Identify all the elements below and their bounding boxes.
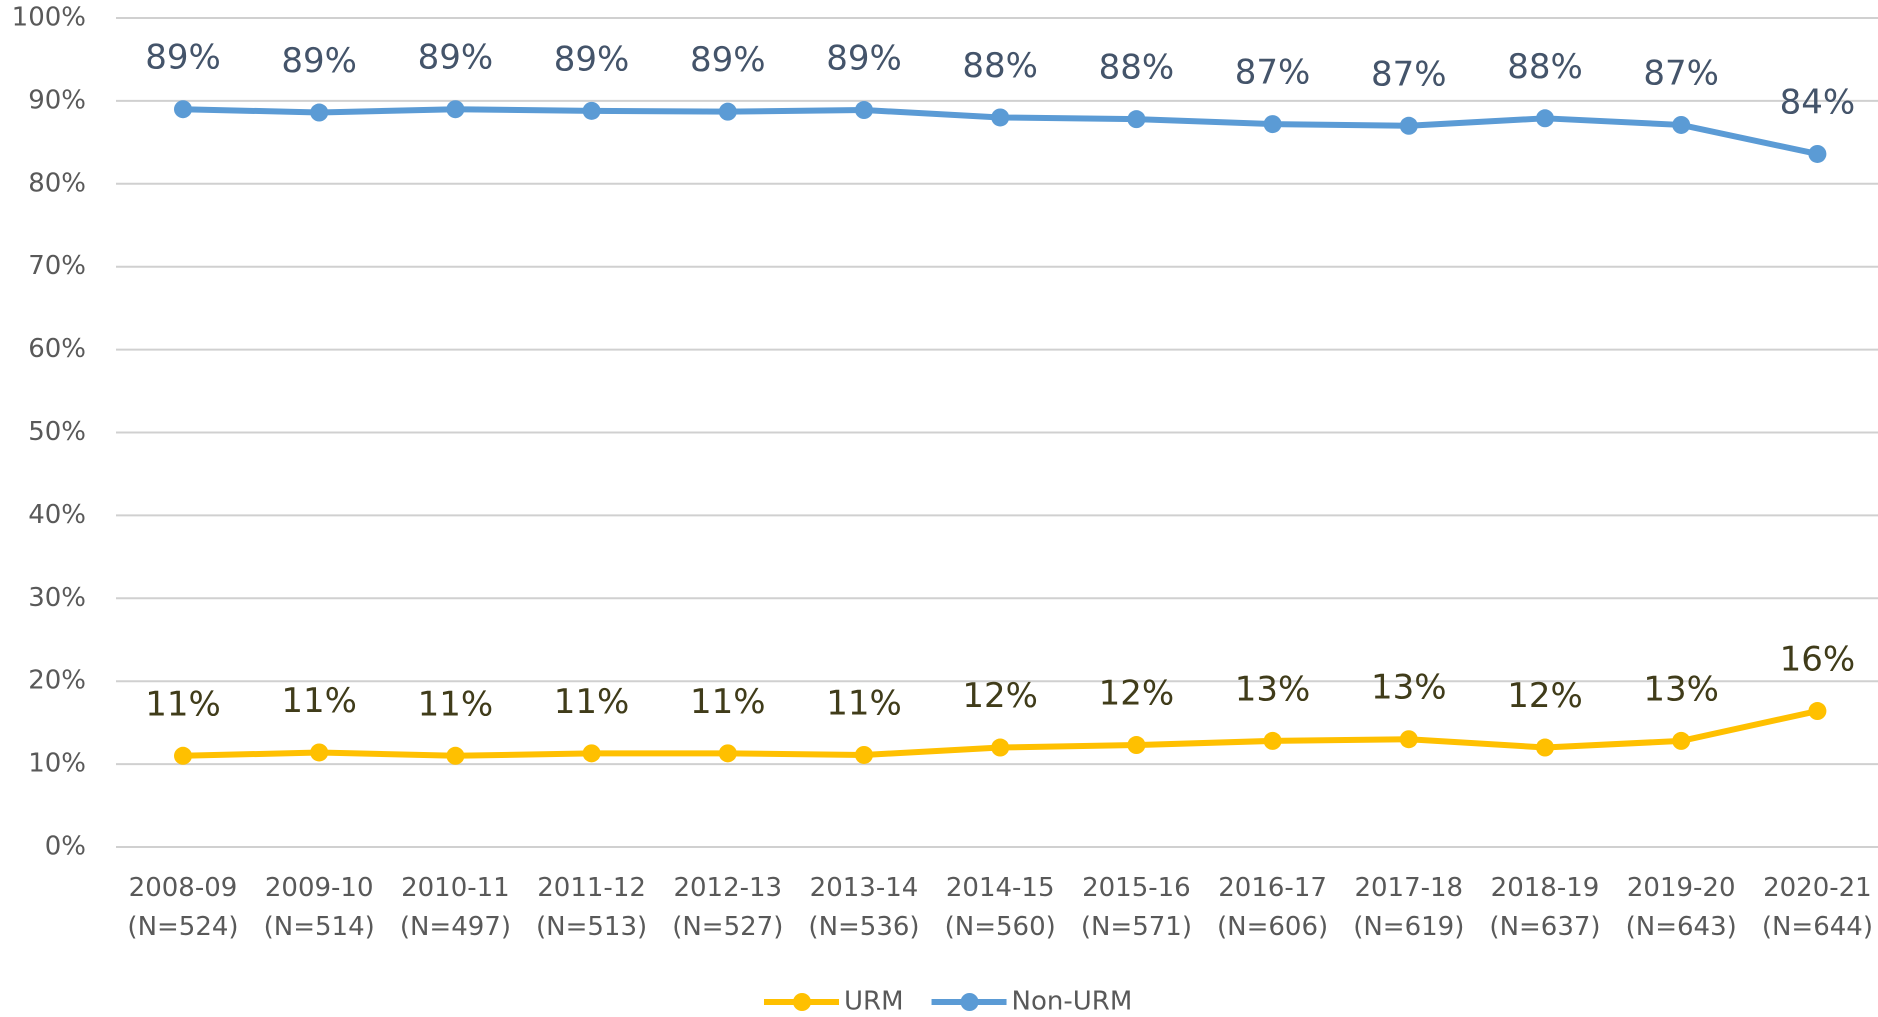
point [582, 101, 601, 120]
data-label: 13% [1371, 668, 1447, 708]
data-label: 11% [145, 684, 221, 724]
point [174, 100, 192, 119]
legend-marker [793, 993, 811, 1011]
data-label: 12% [962, 676, 1038, 716]
data-label: 89% [826, 39, 902, 79]
data-label: 11% [418, 684, 494, 724]
point [1399, 730, 1418, 749]
point [855, 101, 873, 120]
point [1127, 110, 1146, 129]
point [310, 103, 329, 122]
point [1399, 116, 1418, 135]
x-tick-label: 2015-16 (N=571) [1080, 873, 1192, 942]
y-tick-label: 100% [12, 3, 86, 33]
y-tick-label: 10% [28, 749, 86, 779]
point [446, 746, 465, 765]
data-label: 13% [1643, 669, 1719, 709]
x-tick-label: 2013-14 (N=536) [808, 873, 920, 942]
data-label: 11% [281, 681, 357, 721]
x-tick-label: 2008-09 (N=524) [127, 873, 239, 942]
data-label: 16% [1780, 640, 1856, 680]
data-label: 89% [690, 40, 766, 80]
point [991, 108, 1010, 127]
x-tick-label: 2020-21 (N=644) [1761, 873, 1873, 942]
y-tick-label: 60% [28, 334, 86, 364]
point [1672, 115, 1691, 134]
data-label: 88% [1507, 47, 1583, 87]
legend-label: URM [844, 987, 904, 1017]
legend-label: Non-URM [1012, 987, 1133, 1017]
point [1263, 115, 1282, 134]
x-tick-label: 2018-19 (N=637) [1489, 873, 1601, 942]
data-label: 12% [1507, 676, 1583, 716]
point [1127, 736, 1146, 755]
data-label: 87% [1235, 53, 1311, 93]
y-tick-label: 90% [28, 85, 86, 115]
y-tick-label: 50% [28, 417, 86, 447]
point [446, 100, 465, 119]
data-label: 84% [1780, 82, 1856, 122]
y-tick-label: 0% [45, 832, 86, 862]
x-tick-label: 2014-15 (N=560) [944, 873, 1056, 942]
y-tick-label: 80% [28, 168, 86, 198]
data-label: 11% [554, 682, 630, 722]
point [582, 744, 601, 763]
point [991, 738, 1010, 757]
point [718, 102, 737, 121]
y-tick-label: 30% [28, 583, 86, 613]
data-label: 87% [1371, 54, 1447, 94]
data-label: 89% [281, 41, 357, 81]
point [1536, 109, 1554, 128]
point [1808, 702, 1827, 721]
y-tick-label: 20% [28, 666, 86, 696]
x-tick-label: 2016-17 (N=606) [1217, 873, 1329, 942]
data-label: 13% [1235, 669, 1311, 709]
data-label: 11% [690, 682, 766, 722]
legend-marker [960, 993, 979, 1011]
point [1536, 738, 1554, 757]
point [718, 744, 737, 763]
x-tick-label: 2017-18 (N=619) [1353, 873, 1465, 942]
x-tick-label: 2012-13 (N=527) [672, 873, 784, 942]
data-label: 88% [1099, 48, 1175, 88]
x-tick-label: 2019-20 (N=643) [1625, 873, 1737, 942]
y-tick-label: 40% [28, 500, 86, 530]
point [174, 746, 192, 765]
data-label: 12% [1099, 674, 1175, 714]
point [1263, 731, 1282, 750]
point [1808, 144, 1827, 163]
data-label: 89% [418, 38, 494, 78]
data-label: 11% [826, 683, 902, 723]
data-label: 89% [145, 38, 221, 78]
point [1672, 731, 1691, 750]
x-tick-label: 2011-12 (N=513) [536, 873, 648, 942]
y-tick-label: 70% [28, 251, 86, 281]
x-tick-label: 2009-10 (N=514) [263, 873, 375, 942]
data-label: 88% [962, 46, 1038, 86]
data-label: 87% [1643, 53, 1719, 93]
x-tick-label: 2010-11 (N=497) [399, 873, 511, 942]
point [310, 743, 329, 762]
point [855, 745, 873, 764]
data-label: 89% [554, 39, 630, 79]
